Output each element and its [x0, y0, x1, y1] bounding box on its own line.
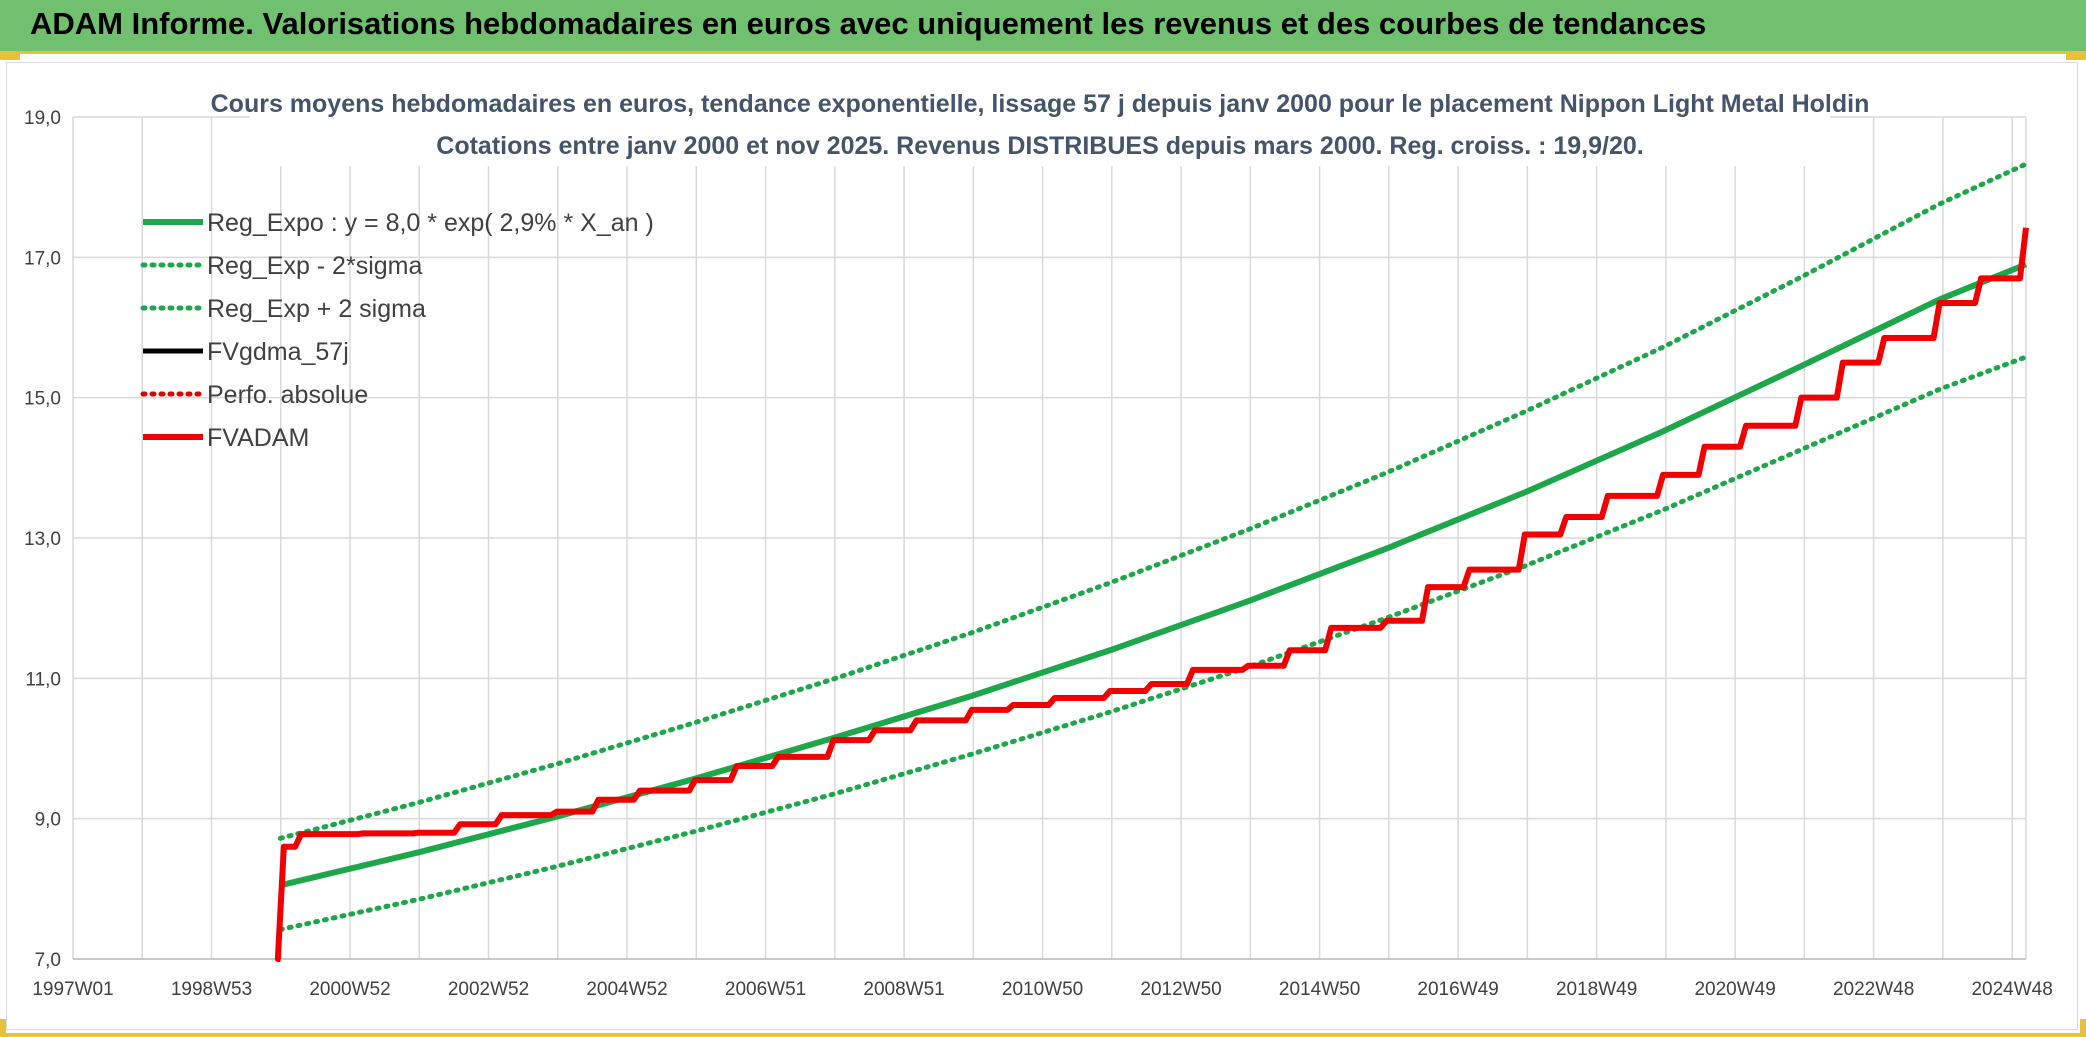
legend: Reg_Expo : y = 8,0 * exp( 2,9% * X_an ) R…	[140, 209, 654, 452]
series-line-3	[275, 227, 2029, 962]
corner-accent-right	[2066, 54, 2086, 60]
x-tick-label: 2008W51	[863, 979, 944, 1000]
title-background	[250, 88, 1830, 166]
x-tick-label: 2024W48	[1971, 979, 2052, 1000]
chart-frame	[6, 62, 2078, 1030]
series-line-0	[279, 261, 2028, 889]
header-bar: ADAM Informe. Valorisations hebdomadaire…	[0, 0, 2086, 54]
y-tick-label: 11,0	[25, 669, 61, 690]
x-tick-label: 2000W52	[309, 979, 390, 1000]
x-tick-label: 2010W50	[1002, 979, 1083, 1000]
series-line-1	[277, 354, 2029, 933]
y-axis-ticks: 7,0 9,0 11,0 13,0 15,0 17,0 19,0	[24, 108, 61, 971]
y-tick-label: 17,0	[24, 248, 61, 269]
x-tick-label: 2018W49	[1556, 979, 1637, 1000]
y-tick-label: 9,0	[35, 810, 61, 831]
x-tick-label: 2020W49	[1694, 979, 1775, 1000]
series-line-5	[274, 227, 2029, 962]
x-tick-label: 2022W48	[1833, 979, 1914, 1000]
legend-label: FVADAM	[207, 424, 309, 452]
legend-label: Reg_Expo : y = 8,0 * exp( 2,9% * X_an )	[207, 209, 654, 237]
x-tick-label: 2002W52	[448, 979, 529, 1000]
chart-title-line1: Cours moyens hebdomadaires en euros, ten…	[211, 90, 1870, 118]
legend-label: Reg_Exp - 2*sigma	[207, 252, 422, 280]
bottom-accent-left	[0, 1019, 6, 1037]
y-tick-label: 7,0	[35, 950, 61, 971]
bottom-accent-right	[2080, 1019, 2086, 1037]
report-title: ADAM Informe. Valorisations hebdomadaire…	[30, 6, 1707, 41]
y-tick-label: 13,0	[24, 529, 61, 550]
y-tick-label: 15,0	[24, 389, 61, 410]
y-tick-label: 19,0	[24, 108, 61, 129]
legend-label: Reg_Exp + 2 sigma	[207, 295, 426, 323]
series-line-2	[277, 161, 2029, 841]
series-lines	[274, 161, 2029, 962]
x-axis-ticks: 1997W01 1998W53 2000W52 2002W52 2004W52 2006W…	[32, 979, 2052, 1000]
x-tick-label: 1997W01	[32, 979, 113, 1000]
corner-accent-left	[0, 54, 20, 60]
x-tick-label: 2016W49	[1417, 979, 1498, 1000]
x-tick-label: 2004W52	[586, 979, 667, 1000]
legend-label: Perfo. absolue	[207, 381, 368, 409]
bottom-accent-line	[0, 1033, 2086, 1037]
legend-label: FVgdma_57j	[207, 338, 349, 366]
x-tick-label: 2014W50	[1279, 979, 1360, 1000]
x-tick-label: 2006W51	[725, 979, 806, 1000]
x-tick-label: 2012W50	[1140, 979, 1221, 1000]
chart-title-line2: Cotations entre janv 2000 et nov 2025. R…	[436, 132, 1643, 160]
x-tick-label: 1998W53	[171, 979, 252, 1000]
